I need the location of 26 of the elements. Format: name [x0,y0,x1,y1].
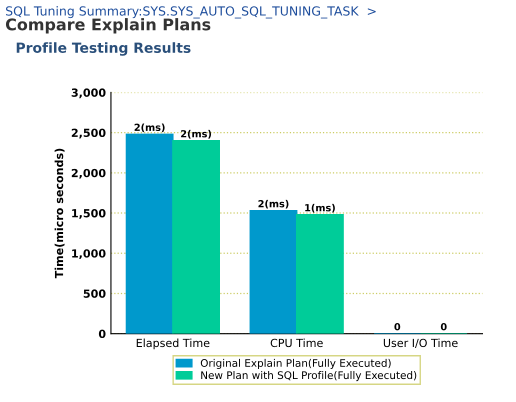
y-tick-label: 1,500 [72,209,106,219]
y-axis-title: Time(micro seconds) [54,148,65,278]
legend-label: New Plan with SQL Profile(Fully Executed) [201,371,416,382]
chart-subtitle: Profile Testing Results [16,42,191,56]
y-tick-label: 2,500 [72,128,106,138]
y-tick-label: 0 [98,330,106,338]
y-tick-label: 3,000 [72,88,106,98]
chart-title: Compare Explain Plans [6,18,210,34]
legend-label: Original Explain Plan(Fully Executed) [200,358,391,369]
annotation: 0 [394,323,400,330]
annotation: 2(ms) [134,123,165,132]
annotation: 1(ms) [305,204,335,213]
bar [250,210,298,334]
annotation: 2(ms) [181,130,212,139]
bar [126,134,174,334]
x-tick-label: Elapsed Time [136,338,210,350]
bar [172,140,220,334]
x-tick-label: CPU Time [270,338,323,348]
y-tick-label: 500 [84,289,106,298]
y-tick-label: 2,000 [72,168,106,179]
x-tick-label: User I/O Time [384,338,458,348]
text: SQL Tuning Summary:SYS.SYS_AUTO_SQL_TUNING_TASK > [6,6,376,18]
y-tick-label: 1,000 [72,249,106,260]
bar [296,214,344,334]
annotation: 2(ms) [258,200,288,209]
annotation: 0 [440,323,447,330]
